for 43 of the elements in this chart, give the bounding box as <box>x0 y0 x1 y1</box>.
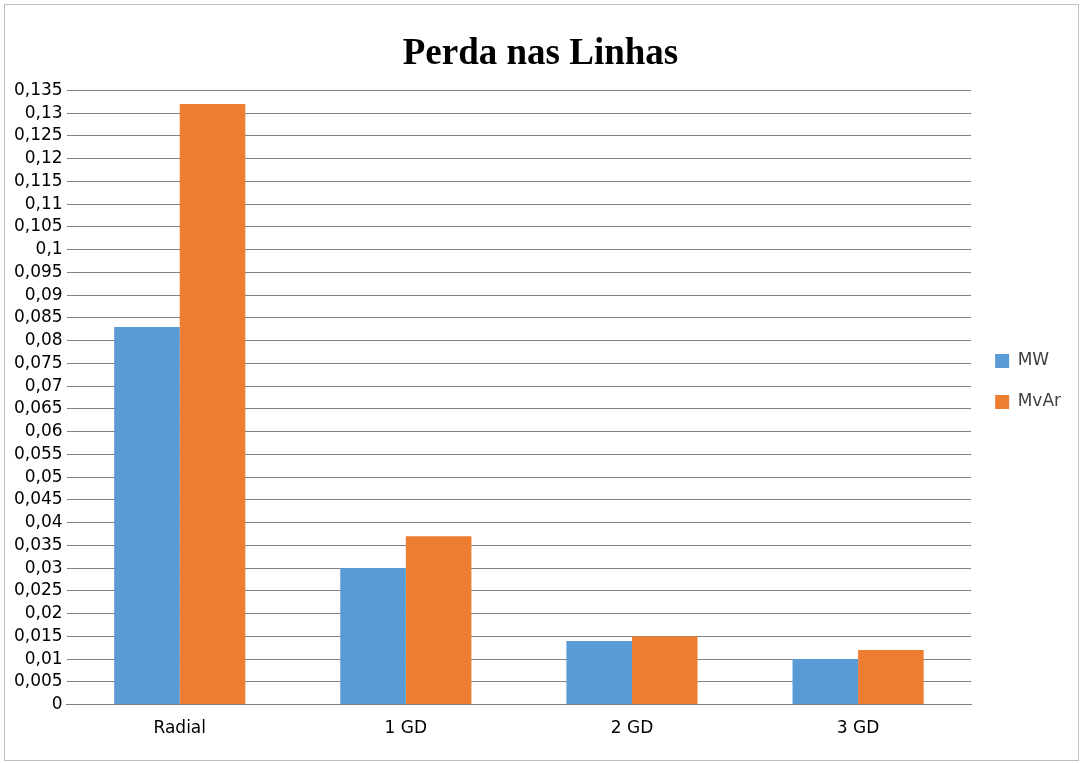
y-tick-label: 0,07 <box>24 374 63 395</box>
y-tick-label: 0,12 <box>24 147 63 168</box>
bar <box>792 659 859 705</box>
bar <box>631 636 698 705</box>
y-tick-label: 0,08 <box>24 329 63 350</box>
x-tick-label: 2 GD <box>610 717 654 738</box>
y-tick-label: 0,025 <box>14 579 63 600</box>
bar <box>179 104 246 705</box>
y-tick-label: 0,095 <box>14 260 63 281</box>
y-tick-label: 0,055 <box>14 442 63 463</box>
y-tick-label: 0,105 <box>14 215 63 236</box>
y-tick-label: 0,075 <box>14 351 63 372</box>
y-tick-label: 0,04 <box>24 511 63 532</box>
y-tick-label: 0,035 <box>14 533 63 554</box>
y-tick-label: 0,06 <box>24 420 63 441</box>
chart-title: Perda nas Linhas <box>402 30 679 72</box>
x-tick-label: Radial <box>153 717 206 738</box>
y-tick-label: 0,03 <box>24 556 63 577</box>
y-tick-label: 0,09 <box>24 283 63 304</box>
y-tick-label: 0,05 <box>24 465 63 486</box>
y-tick-label: 0,065 <box>14 397 63 418</box>
legend-label: MvAr <box>1017 390 1062 411</box>
y-tick-label: 0,015 <box>14 624 63 645</box>
y-tick-label: 0,115 <box>14 169 63 190</box>
y-tick-label: 0,045 <box>14 488 63 509</box>
y-tick-label: 0,085 <box>14 306 63 327</box>
y-tick-label: 0,13 <box>24 101 63 122</box>
y-tick-label: 0,005 <box>14 670 63 691</box>
bar <box>340 568 406 705</box>
y-tick-label: 0,125 <box>14 124 63 145</box>
y-tick-label: 0 <box>51 693 63 714</box>
y-tick-label: 0,02 <box>24 602 63 623</box>
x-tick-label: 3 GD <box>836 717 880 738</box>
bar <box>405 536 472 705</box>
y-tick-label: 0,135 <box>14 78 63 99</box>
y-tick-label: 0,01 <box>24 647 63 668</box>
x-tick-label: 1 GD <box>384 717 428 738</box>
bar <box>566 640 632 705</box>
y-tick-label: 0,1 <box>35 238 63 259</box>
y-tick-label: 0,11 <box>24 192 63 213</box>
bar <box>114 326 180 705</box>
legend-label: MW <box>1017 349 1050 370</box>
bar <box>858 650 924 705</box>
